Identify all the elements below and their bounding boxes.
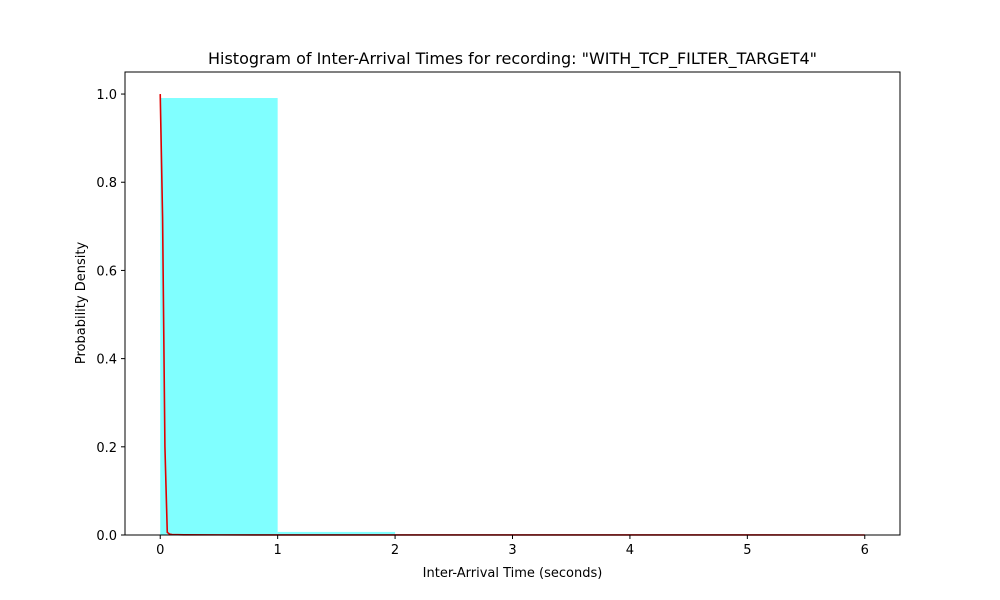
y-tick-label: 1.0: [96, 88, 117, 103]
x-tick-label: 0: [156, 543, 164, 558]
y-tick-label: 0.2: [96, 441, 117, 456]
y-axis-label: Probability Density: [74, 242, 89, 365]
histogram-bar-1: [277, 531, 396, 535]
chart-title: Histogram of Inter-Arrival Times for rec…: [208, 49, 817, 69]
plot-area: [124, 71, 901, 536]
x-axis-label: Inter-Arrival Time (seconds): [423, 566, 603, 581]
x-tick-label: 2: [391, 543, 399, 558]
x-tick-label: 4: [626, 543, 634, 558]
y-tick-label: 0.0: [96, 529, 117, 544]
x-tick-label: 1: [274, 543, 282, 558]
x-tick-label: 3: [508, 543, 516, 558]
x-axis-ticks: 0 1 2 3 4 5 6: [156, 535, 869, 558]
y-tick-label: 0.4: [96, 353, 117, 368]
histogram-bar-0: [160, 98, 278, 536]
y-tick-label: 0.8: [96, 176, 117, 191]
x-tick-label: 6: [861, 543, 869, 558]
y-tick-label: 0.6: [96, 264, 117, 279]
x-tick-label: 5: [743, 543, 751, 558]
y-axis-ticks: 0.0 0.2 0.4 0.6 0.8 1.0: [96, 88, 125, 544]
